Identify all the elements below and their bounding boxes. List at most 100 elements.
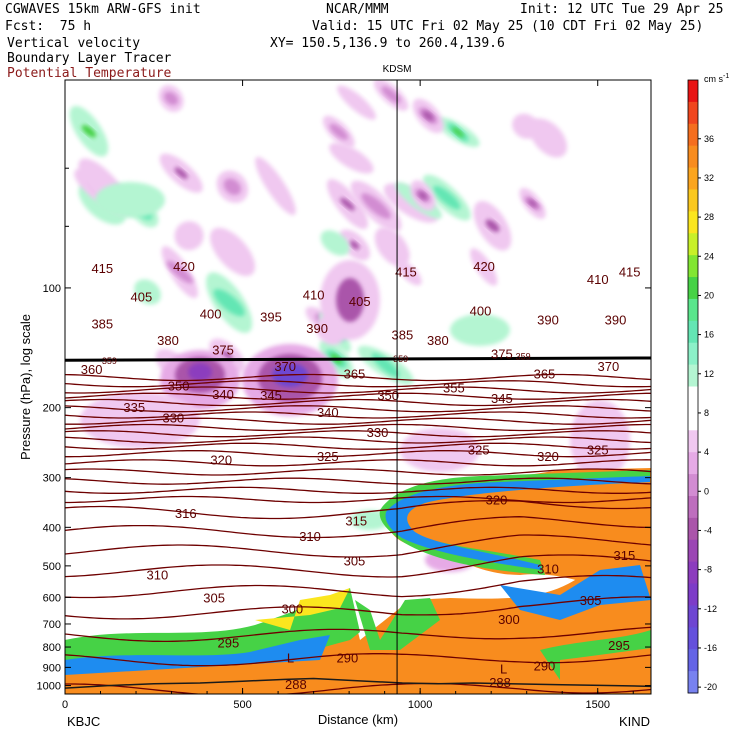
header-center: NCAR/MMM bbox=[326, 2, 389, 17]
theta-contour-line bbox=[65, 450, 651, 458]
colorbar-swatch bbox=[688, 298, 698, 322]
theta-label: 330 bbox=[367, 425, 389, 440]
velocity-blob bbox=[329, 123, 348, 140]
velocity-blob bbox=[188, 363, 212, 381]
x-tick-label: 0 bbox=[62, 699, 68, 711]
terrain-fill bbox=[65, 677, 651, 689]
header-field-vertical-velocity: Vertical velocity bbox=[7, 36, 141, 51]
left-station-label: KBJC bbox=[67, 714, 100, 729]
tropopause-label: 359 bbox=[102, 356, 117, 366]
tracer-region bbox=[560, 648, 651, 690]
velocity-blob bbox=[450, 314, 510, 346]
y-tick-label: 1000 bbox=[37, 681, 61, 693]
theta-contour-line bbox=[65, 468, 651, 476]
y-tick-label: 400 bbox=[43, 522, 61, 534]
theta-contours bbox=[65, 356, 651, 694]
theta-label: 380 bbox=[427, 333, 449, 348]
axes: 0 500 1000 1500 100 200 300 400 500 600 700 800 900 1… bbox=[37, 80, 651, 711]
theta-contour-line bbox=[65, 653, 651, 667]
colorbar-label: -12 bbox=[704, 604, 717, 614]
colorbar-swatch bbox=[688, 561, 698, 585]
velocity-blob bbox=[320, 230, 350, 256]
theta-label: 316 bbox=[175, 506, 197, 521]
velocity-blob bbox=[337, 85, 376, 120]
theta-contour-line bbox=[65, 405, 651, 413]
velocity-blob bbox=[95, 182, 165, 218]
theta-label: 295 bbox=[608, 638, 630, 653]
velocity-blob bbox=[361, 193, 391, 219]
theta-label: 415 bbox=[619, 265, 641, 280]
velocity-blob bbox=[570, 400, 630, 480]
colorbar-label: -8 bbox=[704, 565, 712, 575]
theta-label: 385 bbox=[392, 328, 414, 343]
theta-label: 410 bbox=[303, 288, 325, 303]
colorbar-unit: cm s-1 bbox=[704, 73, 729, 84]
header-field-potential-temperature: Potential Temperature bbox=[7, 66, 172, 81]
theta-contour-line bbox=[65, 554, 651, 578]
theta-label: 340 bbox=[317, 405, 339, 420]
velocity-blob bbox=[174, 221, 204, 251]
colorbar-swatch bbox=[688, 123, 698, 147]
theta-label: 345 bbox=[491, 391, 513, 406]
velocity-blob bbox=[134, 279, 161, 305]
colorbar-swatch bbox=[688, 80, 698, 103]
colorbar-swatch bbox=[688, 671, 698, 694]
colorbar-label: 20 bbox=[704, 290, 714, 300]
colorbar-swatch bbox=[688, 430, 698, 453]
x-tick-label: 1000 bbox=[408, 699, 432, 711]
y-tick-label: 500 bbox=[43, 561, 61, 573]
header-model: CGWAVES 15km ARW-GFS init bbox=[5, 2, 201, 17]
colorbar-label: -4 bbox=[704, 525, 712, 535]
colorbar-label: 8 bbox=[704, 408, 709, 418]
marker-station-label: KDSM bbox=[383, 64, 412, 75]
theta-label: 350 bbox=[377, 388, 399, 403]
theta-label: 310 bbox=[299, 529, 321, 544]
theta-contour-line bbox=[65, 500, 651, 520]
colorbar-label: 32 bbox=[704, 173, 714, 183]
velocity-blob bbox=[166, 260, 193, 284]
theta-label: 288 bbox=[285, 677, 307, 692]
theta-label: 415 bbox=[91, 261, 113, 276]
theta-label: 325 bbox=[468, 443, 490, 458]
colorbar-label: -20 bbox=[704, 682, 717, 692]
theta-contour-line bbox=[65, 423, 651, 432]
theta-label: 325 bbox=[587, 443, 609, 458]
theta-contour-line bbox=[65, 398, 651, 407]
theta-label: 290 bbox=[336, 651, 358, 666]
theta-contour-line bbox=[65, 574, 651, 599]
y-tick-label: 200 bbox=[43, 403, 61, 415]
velocity-blob bbox=[485, 219, 500, 233]
theta-label: 320 bbox=[486, 492, 508, 507]
low-marker: L bbox=[500, 661, 507, 676]
header-valid: Valid: 15 UTC Fri 02 May 25 (10 CDT Fri … bbox=[312, 19, 704, 34]
theta-label: 390 bbox=[537, 312, 559, 327]
theta-label: 405 bbox=[131, 289, 153, 304]
theta-label: 310 bbox=[146, 567, 168, 582]
x-tick-label: 500 bbox=[233, 699, 251, 711]
theta-contour-line bbox=[65, 411, 651, 419]
velocity-blob bbox=[423, 111, 434, 121]
theta-contour-line bbox=[65, 417, 651, 425]
theta-label: 355 bbox=[443, 381, 465, 396]
colorbar-label: 0 bbox=[704, 486, 709, 496]
theta-label: 400 bbox=[470, 304, 492, 319]
vertical-velocity-shading bbox=[65, 80, 651, 694]
velocity-blob bbox=[255, 156, 296, 216]
theta-label: 295 bbox=[218, 636, 240, 651]
theta-label: 305 bbox=[344, 554, 366, 569]
theta-label: 325 bbox=[317, 449, 339, 464]
velocity-blob bbox=[213, 289, 245, 317]
theta-label: 370 bbox=[274, 359, 296, 374]
velocity-blob bbox=[349, 240, 360, 250]
theta-contour-line bbox=[65, 386, 651, 394]
theta-contour-line bbox=[65, 495, 651, 504]
x-tick-label: 1500 bbox=[585, 699, 609, 711]
theta-label: 420 bbox=[173, 259, 195, 274]
theta-contour-line bbox=[65, 477, 651, 485]
low-marker: L bbox=[287, 651, 294, 666]
colorbar-swatch bbox=[688, 364, 698, 387]
colorbar-label: 28 bbox=[704, 212, 714, 222]
theta-label: 405 bbox=[349, 294, 371, 309]
y-tick-label: 100 bbox=[43, 283, 61, 295]
theta-contour-line bbox=[65, 436, 651, 444]
